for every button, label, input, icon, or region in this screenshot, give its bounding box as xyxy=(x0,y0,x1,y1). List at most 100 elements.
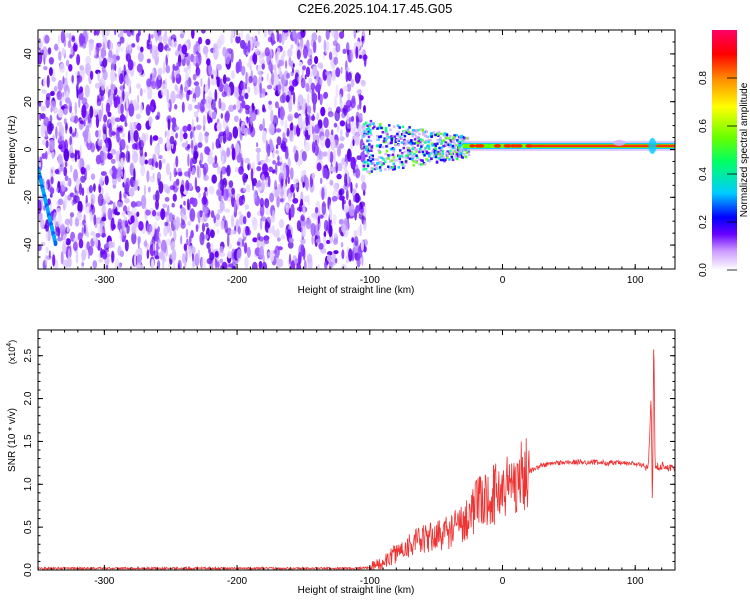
heatmap-cell xyxy=(137,236,141,244)
heatmap-cell xyxy=(453,150,456,153)
heatmap-cell xyxy=(167,102,170,109)
heatmap-cell xyxy=(170,90,176,104)
heatmap-cell xyxy=(440,140,443,143)
heatmap-cell xyxy=(57,198,64,206)
heatmap-cell xyxy=(422,140,426,144)
heatmap-cell xyxy=(302,119,306,132)
heatmap-cell xyxy=(157,42,164,53)
heatmap-cell xyxy=(290,260,296,269)
heatmap-cell xyxy=(168,253,174,259)
heatmap-cell xyxy=(183,200,186,206)
heatmap-cell xyxy=(45,140,49,149)
heatmap-cell xyxy=(346,148,352,162)
heatmap-cell xyxy=(440,154,444,157)
heatmap-cell xyxy=(441,152,445,156)
heatmap-cell xyxy=(203,124,206,132)
heatmap-cell xyxy=(57,227,60,239)
heatmap-cell xyxy=(216,188,222,197)
heatmap-cell xyxy=(333,250,339,255)
heatmap-cell xyxy=(339,143,344,149)
spectrogram-x-label: Height of straight line (km) xyxy=(298,285,415,296)
heatmap-cell xyxy=(126,42,129,52)
heatmap-cell xyxy=(420,159,423,162)
heatmap-cell xyxy=(255,147,261,153)
heatmap-cell xyxy=(267,251,271,256)
heatmap-cell xyxy=(364,167,368,171)
heatmap-cell xyxy=(139,103,143,114)
heatmap-cell xyxy=(344,173,348,187)
heatmap-cell xyxy=(76,210,82,221)
heatmap-cell xyxy=(370,133,373,136)
heatmap-cell xyxy=(103,125,107,135)
heatmap-cell xyxy=(387,165,390,168)
heatmap-cell xyxy=(52,106,58,114)
heatmap-cell xyxy=(219,258,224,264)
heatmap-cell xyxy=(40,241,46,247)
heatmap-cell xyxy=(290,60,294,70)
y-tick-label: 2.0 xyxy=(23,391,34,405)
heatmap-cell xyxy=(278,33,283,44)
heatmap-cell xyxy=(297,115,303,129)
heatmap-cell xyxy=(200,106,206,113)
heatmap-cell xyxy=(397,139,400,142)
heatmap-cell xyxy=(316,162,322,172)
heatmap-cell xyxy=(384,128,388,131)
heatmap-cell xyxy=(260,216,267,222)
heatmap-cell xyxy=(368,124,372,128)
y-tick-label: 2.5 xyxy=(23,348,34,362)
heatmap-cell xyxy=(118,125,124,134)
heatmap-cell xyxy=(447,137,451,140)
heatmap-cell xyxy=(269,249,275,262)
heatmap-cell xyxy=(257,108,260,116)
heatmap-cell xyxy=(96,42,102,48)
heatmap-cell xyxy=(384,138,388,142)
heatmap-cell xyxy=(228,104,235,112)
heatmap-cell xyxy=(228,180,234,188)
heatmap-cell xyxy=(312,65,318,77)
heatmap-cell xyxy=(173,260,176,269)
heatmap-cell xyxy=(164,211,168,218)
heatmap-cell xyxy=(296,49,301,60)
heatmap-cell xyxy=(301,151,307,162)
heatmap-cell xyxy=(400,155,403,158)
heatmap-cell xyxy=(369,144,372,148)
heatmap-cell xyxy=(389,147,393,151)
heatmap-cell xyxy=(272,160,276,165)
heatmap-cell xyxy=(71,37,76,43)
heatmap-cell xyxy=(296,220,301,232)
spectrogram-y-ticks: -40 -20 0 20 40 xyxy=(23,29,675,270)
heatmap-cell xyxy=(405,156,408,159)
heatmap-cell xyxy=(128,103,135,117)
heatmap-cell xyxy=(414,159,418,163)
heatmap-cell xyxy=(366,170,369,173)
heatmap-cell xyxy=(426,146,429,150)
heatmap-cell xyxy=(136,45,141,51)
heatmap-cell xyxy=(119,139,126,151)
heatmap-cell xyxy=(366,162,370,166)
heatmap-cell xyxy=(405,142,409,145)
heatmap-cell xyxy=(69,135,72,146)
heatmap-cell xyxy=(57,237,63,242)
heatmap-cell xyxy=(338,226,342,234)
heatmap-cell xyxy=(327,111,334,118)
heatmap-cell xyxy=(411,131,414,134)
heatmap-cell xyxy=(199,210,203,218)
heatmap-cell xyxy=(452,146,455,150)
heatmap-cell xyxy=(179,204,183,209)
heatmap-cell xyxy=(110,84,117,91)
heatmap-cell xyxy=(494,144,501,148)
heatmap-cell xyxy=(456,139,459,142)
heatmap-cell xyxy=(396,132,399,136)
heatmap-cell xyxy=(452,136,455,139)
heatmap-cell xyxy=(331,129,334,136)
heatmap-cell xyxy=(418,158,421,161)
heatmap-cell xyxy=(408,126,411,129)
heatmap-cell xyxy=(218,33,225,46)
heatmap-cell xyxy=(385,130,388,133)
heatmap-cell xyxy=(243,42,249,54)
heatmap-cell xyxy=(45,230,49,241)
heatmap-cell xyxy=(454,147,457,151)
heatmap-cell xyxy=(415,150,418,153)
heatmap-cell xyxy=(393,165,396,168)
heatmap-cell xyxy=(124,122,128,127)
